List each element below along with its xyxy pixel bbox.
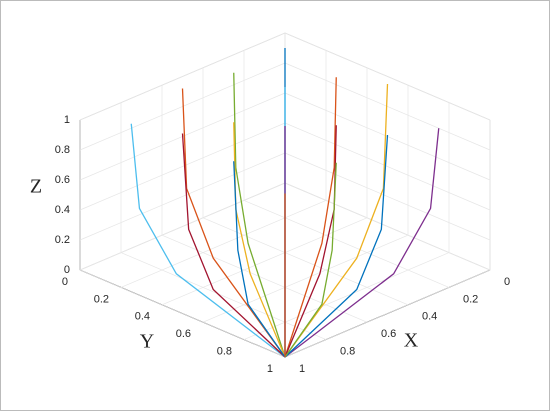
y-tick-label: 0 [62, 276, 68, 288]
y-axis-label: Y [140, 331, 154, 353]
y-tick-label: 0.4 [135, 311, 150, 323]
grid-line [284, 152, 491, 241]
trajectory [284, 162, 337, 358]
grid-line [120, 252, 327, 340]
z-tick-label: 0 [64, 264, 70, 276]
z-tick-label: 0.8 [55, 144, 70, 156]
y-tick-label: 0.8 [217, 346, 232, 358]
grid-line [243, 252, 450, 340]
z-tick-label: 0.2 [55, 234, 70, 246]
grid-line [120, 200, 327, 288]
z-axis-label: Z [30, 176, 42, 198]
x-axis-label: X [404, 330, 419, 352]
grid-line [202, 234, 409, 323]
grid-line [284, 32, 491, 121]
x-tick-label: 0.6 [381, 328, 396, 340]
grid-line [284, 122, 491, 211]
x-tick-label: 0.2 [463, 293, 478, 305]
trajectory [233, 161, 286, 358]
trajectory [233, 122, 286, 358]
grid-line [284, 62, 491, 151]
trajectory [130, 123, 286, 358]
grid-line [243, 200, 450, 288]
grid-line [161, 234, 368, 323]
trajectory [284, 125, 337, 358]
trajectory [181, 88, 286, 358]
y-tick-label: 0.2 [94, 293, 109, 305]
grid-line [79, 62, 286, 151]
trajectory [233, 72, 286, 358]
x-tick-label: 1 [299, 363, 305, 375]
z-tick-label: 0.4 [55, 204, 70, 216]
grid-line [284, 182, 491, 271]
trajectory [284, 83, 389, 358]
z-tick-label: 0.6 [55, 174, 70, 186]
grid-line [79, 122, 286, 211]
grid-line [284, 269, 491, 358]
x-tick-label: 0.8 [340, 346, 355, 358]
x-tick-label: 0 [504, 276, 510, 288]
y-tick-label: 0.6 [176, 328, 191, 340]
grid-line [79, 152, 286, 241]
trajectory [284, 128, 440, 358]
x-tick-label: 0.4 [422, 311, 437, 323]
trajectory [284, 134, 389, 358]
grid-line [79, 269, 286, 358]
trajectory [284, 77, 337, 358]
grid-line [79, 182, 286, 271]
z-tick-label: 1 [64, 114, 70, 126]
grid-line [79, 32, 286, 121]
trajectory [181, 133, 286, 358]
y-tick-label: 1 [267, 363, 273, 375]
